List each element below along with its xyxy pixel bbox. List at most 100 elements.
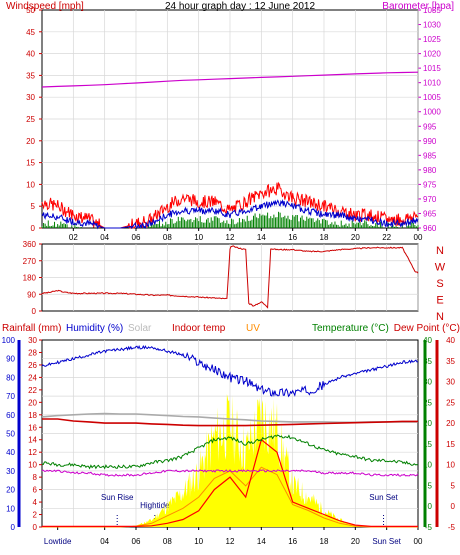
- temp-tick-label: 30: [423, 378, 432, 387]
- wind-direction-line: [42, 245, 419, 309]
- panel3-x-tick-label: 06: [132, 537, 141, 546]
- panel3-x-tick-label: 04: [100, 537, 109, 546]
- humidity-tick-label: 30: [6, 467, 15, 476]
- temp-tick-label: 40: [423, 336, 432, 345]
- wind-average-line: [41, 198, 419, 230]
- panel1-left-axis-title: Windspeed [mph]: [6, 1, 84, 12]
- rain-tick-label: 22: [28, 386, 37, 395]
- panel1-left-tick-label: 40: [26, 50, 35, 59]
- dewpoint-tick-label: -5: [448, 523, 456, 532]
- rain-tick-label: 26: [28, 361, 37, 370]
- rain-tick-label: 2: [33, 511, 38, 520]
- humidity-line: [41, 344, 418, 398]
- event-label: Sun Rise: [101, 493, 134, 502]
- panel2-tick-label: 0: [32, 307, 37, 316]
- rain-tick-label: 30: [28, 336, 37, 345]
- panel3-x-tick-label: 12: [226, 537, 235, 546]
- panel1-x-tick-label: 20: [351, 233, 360, 242]
- rainfall-label: Rainfall (mm): [2, 323, 61, 334]
- panel1-right-tick-label: 1020: [423, 50, 441, 59]
- panel1-right-tick-label: 1015: [423, 64, 441, 73]
- panel1-left-tick-label: 50: [26, 6, 35, 15]
- indoor-temp-line: [42, 418, 418, 427]
- rain-tick-label: 14: [28, 436, 37, 445]
- panel1-right-tick-label: 980: [423, 166, 437, 175]
- rain-tick-label: 12: [28, 448, 37, 457]
- dewpoint-tick-label: 0: [451, 502, 456, 511]
- panel1-right-tick-label: 985: [423, 151, 437, 160]
- panel2-direction-label: N: [436, 245, 444, 257]
- panel1-left-tick-label: 0: [31, 224, 36, 233]
- panel1-x-tick-label: 16: [288, 233, 297, 242]
- panel3-x-tick-label: 08: [163, 537, 172, 546]
- dewpoint-tick-label: 15: [446, 440, 455, 449]
- dewpoint-tick-label: 25: [446, 398, 455, 407]
- temp-tick-label: 35: [423, 357, 432, 366]
- panel3-x-tick-label: 10: [194, 537, 203, 546]
- humidity-tick-label: 20: [6, 486, 15, 495]
- panel1-right-tick-label: 975: [423, 180, 437, 189]
- panel1-x-tick-label: 02: [69, 233, 78, 242]
- uv-label: UV: [246, 323, 260, 334]
- panel3-x-tick-label: 14: [257, 537, 266, 546]
- humidity-tick-label: 90: [6, 355, 15, 364]
- panel1-right-tick-label: 970: [423, 195, 437, 204]
- event-label: Hightide: [140, 501, 170, 510]
- panel1-left-tick-label: 30: [26, 93, 35, 102]
- humidity-tick-label: 70: [6, 392, 15, 401]
- dewpoint-tick-label: 10: [446, 461, 455, 470]
- panel1-left-tick-label: 15: [26, 159, 35, 168]
- panel2-tick-label: 360: [23, 240, 37, 249]
- panel1-left-tick-label: 35: [26, 71, 35, 80]
- humidity-tick-label: 0: [11, 523, 16, 532]
- rain-tick-label: 10: [28, 461, 37, 470]
- humidity-tick-label: 60: [6, 411, 15, 420]
- panel3-x-tick-label: Sun Set: [372, 537, 401, 546]
- panel1-x-tick-label: 22: [382, 233, 391, 242]
- panel2-tick-label: 270: [23, 257, 37, 266]
- rain-tick-label: 18: [28, 411, 37, 420]
- humidity-label: Humidity (%): [66, 323, 123, 334]
- panel1-x-tick-label: 10: [194, 233, 203, 242]
- panel1-x-tick-label: 12: [226, 233, 235, 242]
- temperature-label: Temperature (°C): [312, 323, 389, 334]
- humidity-tick-label: 50: [6, 430, 15, 439]
- panel3-x-tick-label: 16: [288, 537, 297, 546]
- panel2-tick-label: 90: [27, 290, 36, 299]
- panel1-left-tick-label: 45: [26, 28, 35, 37]
- panel2-direction-label: E: [436, 295, 443, 307]
- rain-tick-label: 20: [28, 398, 37, 407]
- barometer-line: [41, 71, 419, 88]
- temp-tick-label: 25: [423, 398, 432, 407]
- humidity-tick-label: 80: [6, 373, 15, 382]
- dewpoint-tick-label: 35: [446, 357, 455, 366]
- panel2-direction-label: W: [435, 262, 446, 274]
- rain-tick-label: 24: [28, 373, 37, 382]
- dewpoint-tick-label: 5: [451, 481, 456, 490]
- panel1-right-tick-label: 1010: [423, 79, 441, 88]
- panel1-right-tick-label: 960: [423, 224, 437, 233]
- indoor-temp-label: Indoor temp: [172, 323, 226, 334]
- panel1-right-tick-label: 1005: [423, 93, 441, 102]
- dewpoint-tick-label: 20: [446, 419, 455, 428]
- rain-tick-label: 28: [28, 348, 37, 357]
- temp-tick-label: 5: [428, 481, 433, 490]
- humidity-tick-label: 40: [6, 448, 15, 457]
- panel1-x-tick-label: 00: [414, 233, 423, 242]
- panel1-right-tick-label: 1035: [423, 6, 441, 15]
- humidity-tick-label: 10: [6, 504, 15, 513]
- humidity-tick-label: 100: [2, 336, 16, 345]
- panel1-right-tick-label: 1000: [423, 108, 441, 117]
- dewpoint-label: Dew Point (°C): [394, 323, 460, 334]
- panel1-x-tick-label: 14: [257, 233, 266, 242]
- panel1-title: 24 hour graph day : 12 June 2012: [165, 1, 316, 12]
- panel1-x-tick-label: 18: [320, 233, 329, 242]
- panel1-right-tick-label: 995: [423, 122, 437, 131]
- temp-tick-label: 15: [423, 440, 432, 449]
- panel1-x-tick-label: 06: [132, 233, 141, 242]
- panel1-right-tick-label: 965: [423, 209, 437, 218]
- panel1-right-tick-label: 1025: [423, 35, 441, 44]
- rain-tick-label: 4: [33, 498, 38, 507]
